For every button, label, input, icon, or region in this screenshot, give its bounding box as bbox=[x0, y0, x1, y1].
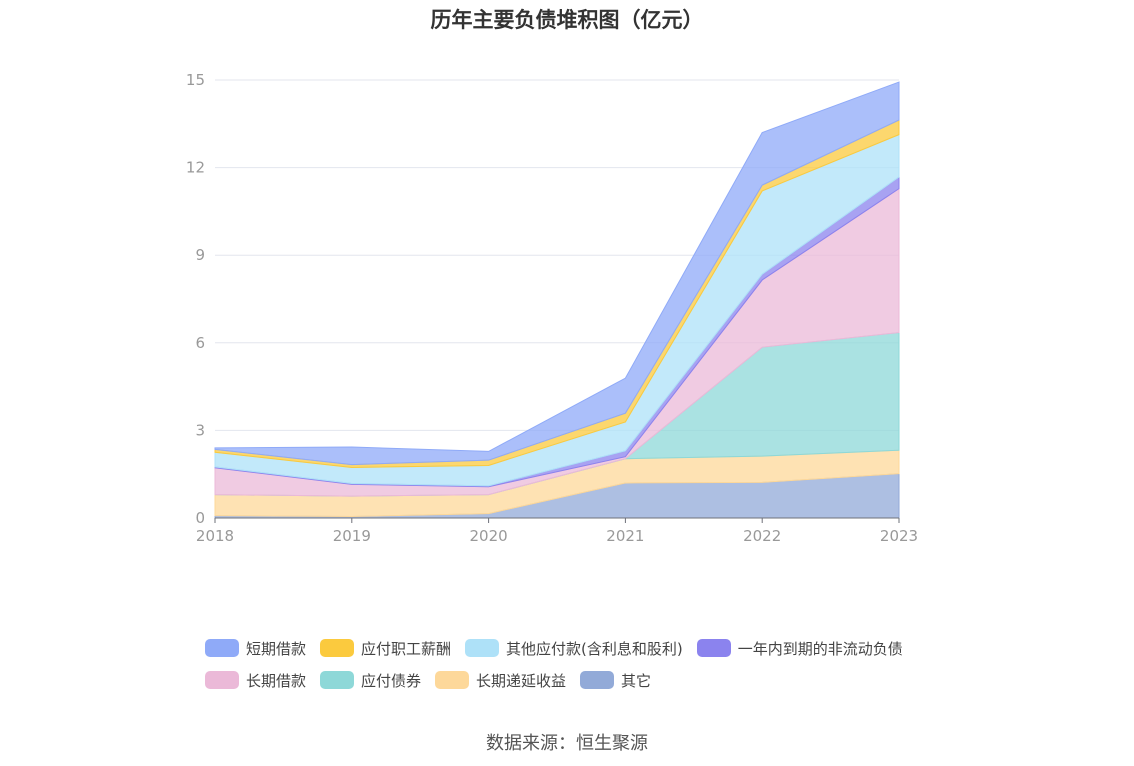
chart-title: 历年主要负债堆积图（亿元） bbox=[430, 8, 704, 32]
area-series bbox=[214, 81, 900, 466]
y-tick-label: 9 bbox=[195, 246, 205, 264]
legend-row: 长期借款 应付债券 长期递延收益 其它 bbox=[205, 664, 965, 696]
legend-item[interactable]: 一年内到期的非流动负债 bbox=[696, 638, 903, 659]
legend-label: 短期借款 bbox=[246, 639, 307, 658]
legend-item[interactable]: 其他应付款(含利息和股利) bbox=[465, 638, 683, 659]
x-tick-label: 2019 bbox=[333, 527, 371, 545]
y-tick-label: 3 bbox=[195, 421, 205, 439]
legend-label: 应付职工薪酬 bbox=[361, 639, 452, 658]
legend-item[interactable]: 短期借款 bbox=[205, 638, 306, 659]
y-tick-label: 0 bbox=[195, 509, 205, 527]
legend-swatch bbox=[580, 671, 615, 689]
legend-label: 长期递延收益 bbox=[476, 671, 567, 690]
legend-row: 短期借款 应付职工薪酬 其他应付款(含利息和股利) 一年内到期的非流动负债 bbox=[205, 632, 965, 664]
x-tick-label: 2020 bbox=[470, 527, 508, 545]
legend-swatch bbox=[205, 671, 239, 689]
legend-label: 一年内到期的非流动负债 bbox=[737, 639, 903, 658]
y-tick-label: 15 bbox=[186, 71, 205, 89]
x-tick-label: 2021 bbox=[606, 527, 644, 545]
chart-legend: 短期借款 应付职工薪酬 其他应付款(含利息和股利) 一年内到期的非流动负债长期借款 应付… bbox=[205, 632, 965, 696]
legend-item[interactable]: 应付债券 bbox=[320, 670, 421, 691]
legend-swatch bbox=[465, 639, 500, 657]
legend-item[interactable]: 其它 bbox=[580, 670, 651, 691]
legend-label: 长期借款 bbox=[246, 671, 307, 690]
legend-swatch bbox=[320, 671, 355, 689]
y-tick-label: 12 bbox=[186, 159, 205, 177]
x-tick-label: 2023 bbox=[880, 527, 918, 545]
x-tick-label: 2018 bbox=[196, 527, 234, 545]
legend-swatch bbox=[320, 639, 355, 657]
y-tick-label: 6 bbox=[195, 334, 205, 352]
legend-item[interactable]: 长期借款 bbox=[205, 670, 306, 691]
x-tick-label: 2022 bbox=[743, 527, 781, 545]
legend-swatch bbox=[435, 671, 470, 689]
legend-label: 应付债券 bbox=[361, 671, 422, 690]
legend-swatch bbox=[205, 639, 239, 657]
legend-item[interactable]: 长期递延收益 bbox=[435, 670, 566, 691]
legend-swatch bbox=[696, 639, 731, 657]
stacked-area-chart: 0 3 6 9 12 15 2018 2019 2020 2021 2022 2023 bbox=[186, 71, 918, 545]
legend-label: 其他应付款(含利息和股利) bbox=[506, 639, 683, 658]
legend-label: 其它 bbox=[621, 671, 652, 690]
data-source: 数据来源：恒生聚源 bbox=[486, 733, 648, 754]
legend-item[interactable]: 应付职工薪酬 bbox=[320, 638, 451, 659]
